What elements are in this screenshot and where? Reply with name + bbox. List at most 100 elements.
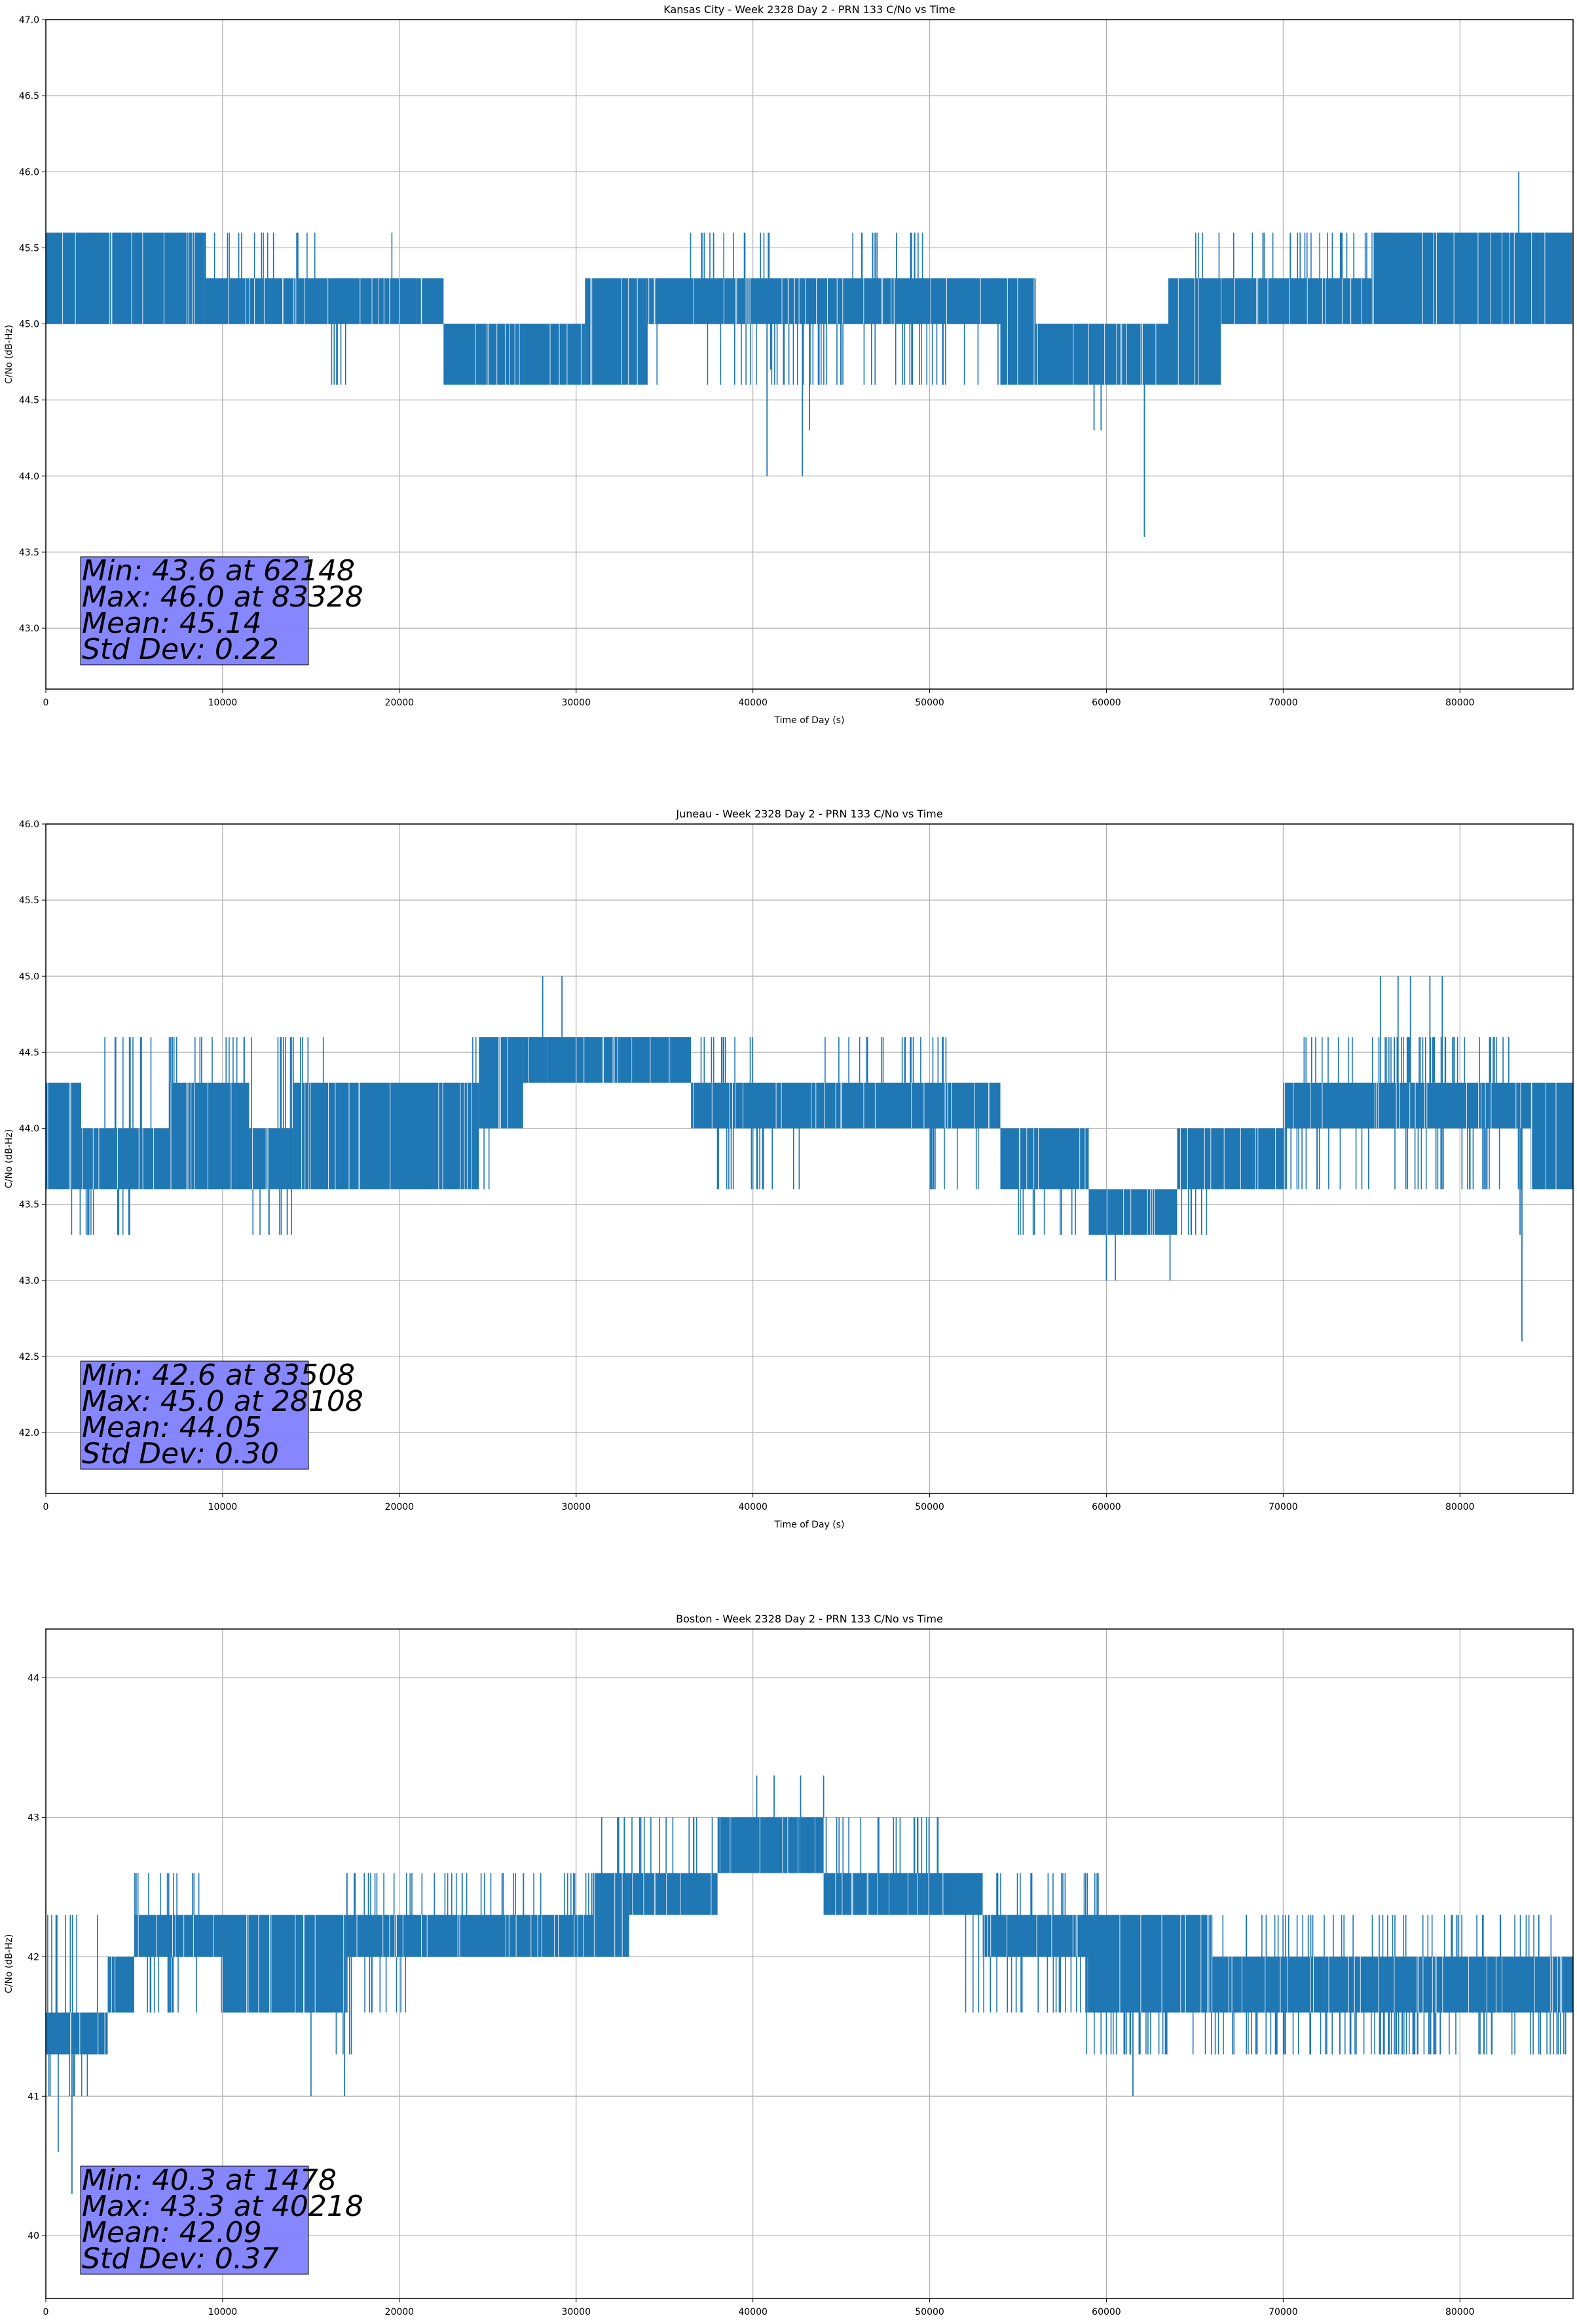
data-excursions — [852, 233, 923, 278]
x-axis-label: Time of Day (s) — [774, 715, 845, 726]
data-band — [346, 1915, 594, 1957]
data-excursions — [252, 1189, 292, 1235]
data-band — [1000, 1128, 1089, 1190]
y-axis-label: C/No (dB-Hz) — [4, 1129, 14, 1188]
data-excursions — [965, 1915, 1088, 2013]
chart-panel-3: Boston - Week 2328 Day 2 - PRN 133 C/No … — [4, 1613, 1574, 2317]
stats-box — [80, 556, 309, 665]
y-tick-label: 45.0 — [19, 971, 39, 982]
y-axis-label: C/No (dB-Hz) — [4, 1934, 14, 1993]
band-gaps — [356, 1915, 584, 1957]
data-band — [46, 1082, 81, 1190]
band-gaps — [1180, 1128, 1276, 1190]
y-tick-label: 44.5 — [19, 1047, 39, 1058]
band-gaps — [1234, 278, 1362, 324]
band-gaps — [252, 1128, 269, 1190]
band-gaps — [82, 1128, 155, 1190]
chart-panel-2: Juneau - Week 2328 Day 2 - PRN 133 C/No … — [4, 808, 1574, 1530]
data-band — [1000, 278, 1036, 385]
band-gaps — [1018, 1128, 1086, 1190]
stats-line: Min: 43.6 at 62148 — [82, 554, 355, 588]
stats-line: Std Dev: 0.30 — [82, 1437, 279, 1471]
chart-panel-1: Kansas City - Week 2328 Day 2 - PRN 133 … — [4, 3, 1574, 726]
y-tick-label: 43.0 — [19, 624, 39, 634]
band-gaps — [1178, 278, 1221, 385]
band-gaps — [1119, 1915, 1213, 2013]
band-gaps — [475, 324, 582, 385]
y-tick-label: 43.0 — [19, 1276, 39, 1286]
stats-line: Std Dev: 0.37 — [82, 2242, 279, 2276]
y-tick-label: 46.0 — [19, 167, 39, 178]
y-tick-label: 44 — [28, 1674, 39, 1684]
chart-title: Juneau - Week 2328 Day 2 - PRN 133 C/No … — [675, 808, 942, 820]
band-gaps — [594, 1873, 623, 1957]
band-gaps — [1228, 1957, 1563, 2013]
plot-area — [46, 1775, 1573, 2194]
data-excursions — [93, 233, 179, 324]
band-gaps — [835, 1873, 944, 1915]
band-gaps — [420, 278, 422, 324]
band-gaps — [498, 1037, 508, 1129]
data-band — [691, 1082, 1001, 1129]
data-excursions — [147, 1957, 197, 2013]
data-excursions — [48, 2054, 88, 2097]
band-gaps — [111, 1957, 116, 2013]
data-band — [1088, 1915, 1213, 2013]
data-band — [585, 278, 647, 385]
data-band — [46, 233, 143, 324]
data-excursions — [104, 1037, 324, 1129]
x-tick-label: 0 — [43, 2307, 49, 2317]
x-tick-label: 30000 — [561, 2307, 591, 2317]
data-excursions — [1086, 1957, 1567, 2055]
band-gaps — [648, 278, 981, 324]
band-gaps — [301, 1082, 472, 1190]
plot-area — [46, 172, 1573, 537]
band-gaps — [138, 1915, 214, 1957]
x-tick-label: 30000 — [561, 698, 591, 708]
data-band — [46, 2012, 108, 2055]
y-tick-label: 42.5 — [19, 1352, 39, 1362]
data-band — [134, 1915, 223, 1957]
y-tick-label: 42.0 — [19, 1428, 39, 1438]
data-excursions — [1283, 1128, 1522, 1190]
x-tick-label: 40000 — [738, 698, 768, 708]
data-excursions — [601, 1817, 697, 1873]
data-band — [81, 1128, 170, 1190]
stats-line: Std Dev: 0.22 — [82, 633, 279, 666]
stats-box — [80, 2165, 309, 2275]
y-tick-label: 45.5 — [19, 243, 39, 253]
data-excursions — [878, 1873, 1099, 1915]
data-band — [293, 1082, 479, 1190]
band-gaps — [590, 278, 638, 385]
data-band — [1088, 1189, 1178, 1235]
y-tick-label: 46.0 — [19, 819, 39, 830]
data-excursions — [929, 1128, 979, 1190]
band-gaps — [246, 1915, 344, 2013]
y-tick-label: 45.0 — [19, 320, 39, 330]
data-band — [523, 1037, 692, 1083]
y-axis-label: C/No (dB-Hz) — [4, 325, 14, 384]
band-gaps — [1106, 1189, 1155, 1235]
data-band — [1221, 278, 1372, 324]
data-band — [107, 1957, 134, 2013]
band-gaps — [632, 1873, 712, 1915]
data-band — [1283, 1082, 1531, 1129]
data-excursions — [895, 324, 999, 385]
data-excursions — [1390, 1037, 1455, 1083]
data-excursions — [1303, 1037, 1510, 1083]
y-tick-label: 44.0 — [19, 472, 39, 482]
x-tick-label: 10000 — [208, 2307, 238, 2317]
data-excursions — [296, 233, 316, 278]
y-tick-label: 44.5 — [19, 396, 39, 406]
data-excursions — [690, 233, 770, 278]
stats-box — [80, 1360, 309, 1470]
data-excursions — [134, 1873, 200, 1915]
data-band — [1035, 324, 1168, 385]
x-tick-label: 80000 — [1445, 2307, 1475, 2317]
y-tick-label: 43 — [28, 1812, 39, 1823]
data-excursions — [331, 324, 346, 385]
axes-frame — [45, 1628, 1574, 2299]
band-gaps — [228, 278, 400, 324]
stats-line: Max: 46.0 at 83328 — [82, 580, 363, 614]
